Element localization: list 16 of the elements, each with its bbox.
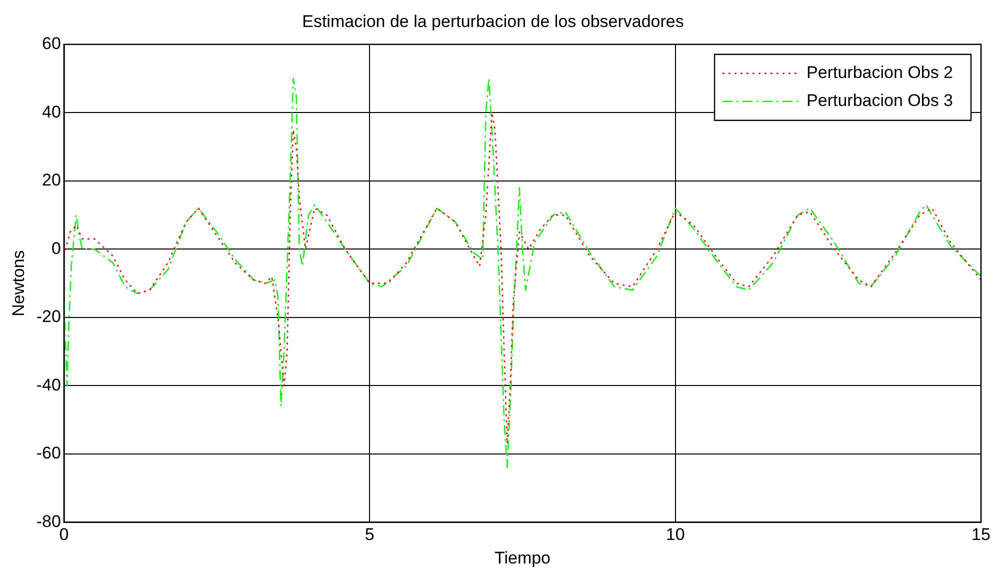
y-tick-label: -20 <box>36 307 61 326</box>
x-tick-label: 15 <box>972 525 990 544</box>
y-axis-title: Newtons <box>8 250 28 316</box>
x-tick-label: 10 <box>666 525 685 544</box>
y-tick-label: 60 <box>42 34 61 54</box>
y-tick-label: 0 <box>52 238 61 258</box>
y-tick-label: 40 <box>42 102 61 122</box>
chart-title: Estimacion de la perturbacion de los observadores <box>302 12 684 31</box>
legend-label: Perturbacion Obs 2 <box>806 63 953 82</box>
legend-label: Perturbacion Obs 3 <box>806 91 953 110</box>
x-tick-label: 5 <box>364 525 374 544</box>
x-axis-title: Tiempo <box>494 548 551 568</box>
y-tick-label: 20 <box>42 170 61 190</box>
y-tick-label: -80 <box>36 512 61 531</box>
y-tick-label: -40 <box>36 375 61 394</box>
y-tick-label: -60 <box>36 444 61 463</box>
